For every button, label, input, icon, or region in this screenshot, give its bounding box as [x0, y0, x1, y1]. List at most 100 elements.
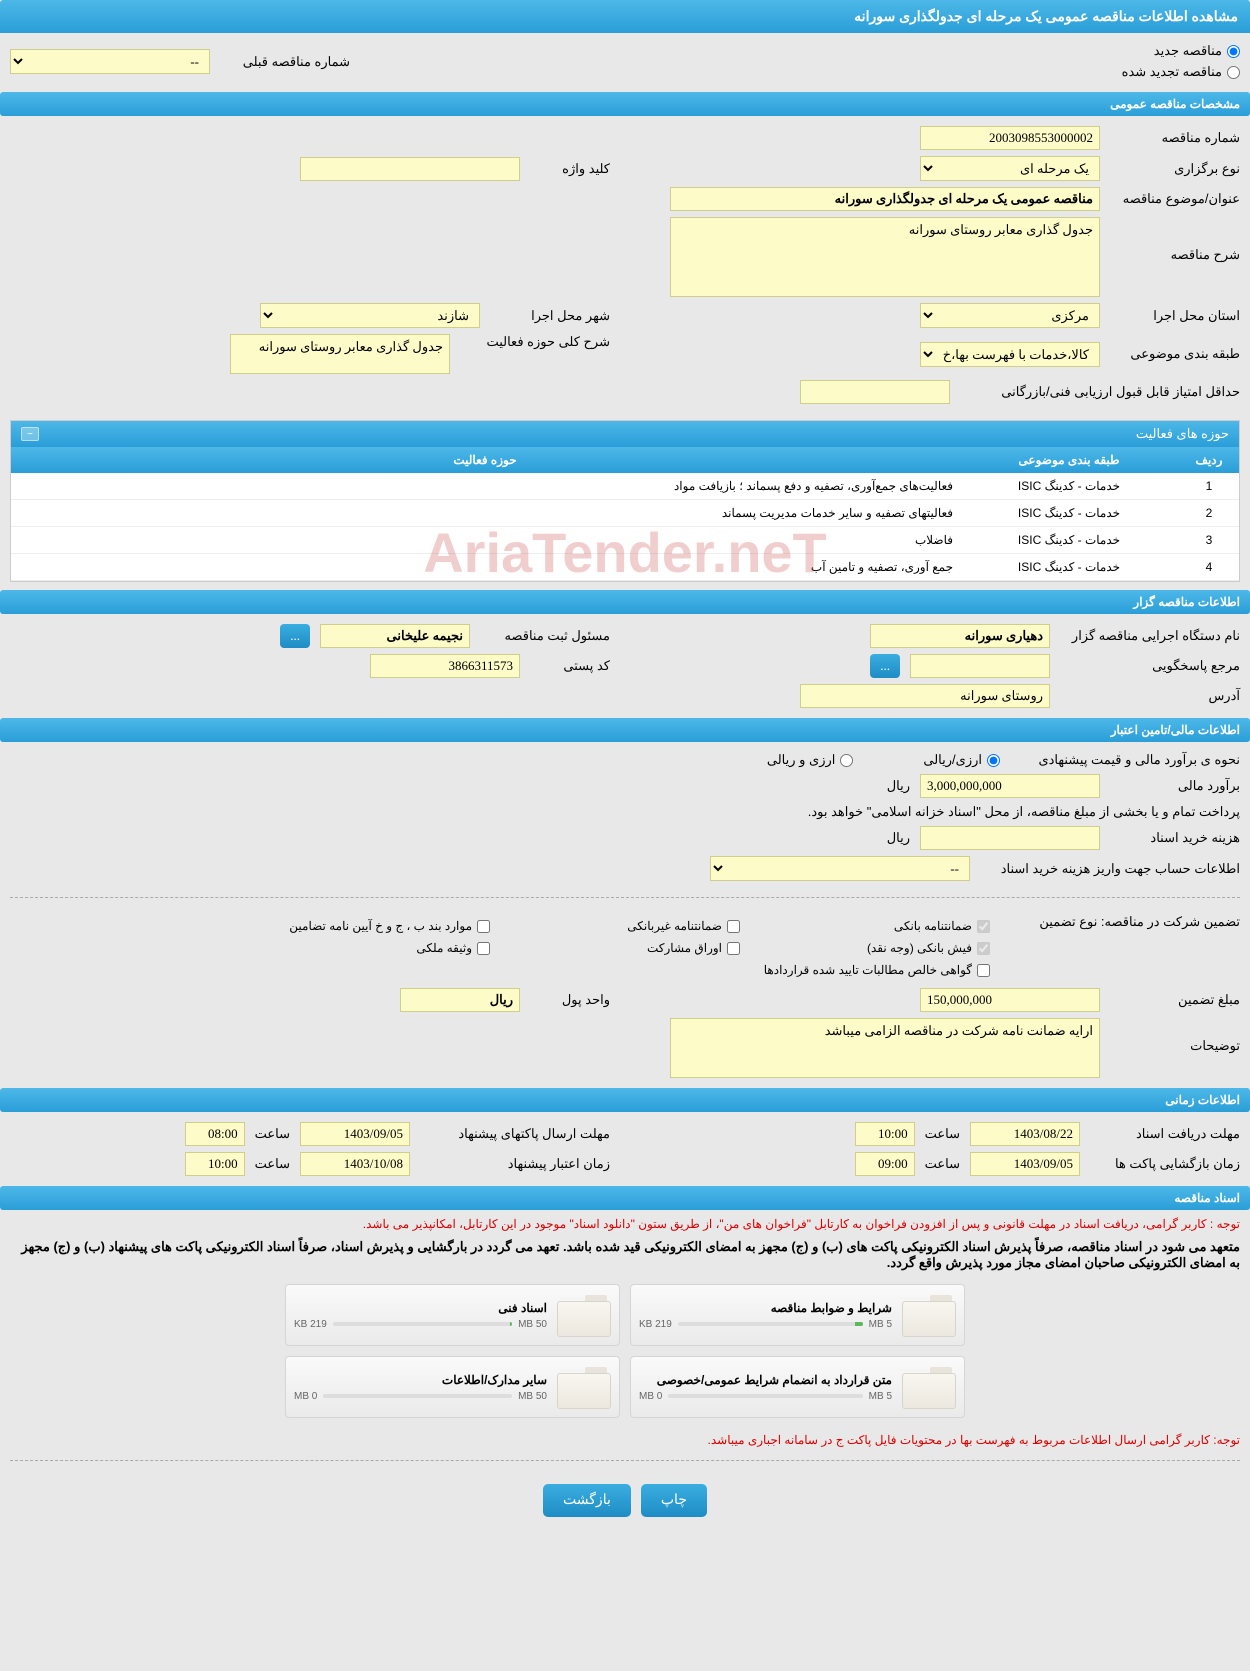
page-title-bar: مشاهده اطلاعات مناقصه عمومی یک مرحله ای …	[0, 0, 1250, 33]
scope-textarea[interactable]: جدول گذاری معابر روستای سورانه	[230, 334, 450, 374]
open-date[interactable]	[970, 1152, 1080, 1176]
activities-title: حوزه های فعالیت	[1136, 426, 1229, 442]
chk-cash[interactable]: فیش بانکی (وجه نقد)	[760, 941, 990, 955]
file-title: سایر مدارک/اطلاعات	[294, 1373, 547, 1387]
city-select[interactable]: شازند	[260, 303, 480, 328]
file-title: شرایط و ضوابط مناقصه	[639, 1301, 892, 1315]
title-input[interactable]	[670, 187, 1100, 211]
minscore-input[interactable]	[800, 380, 950, 404]
contact-input[interactable]	[910, 654, 1050, 678]
minimize-icon[interactable]: −	[21, 427, 39, 441]
file-max: 5 MB	[869, 1391, 892, 1402]
prev-tender-select[interactable]: --	[10, 49, 210, 74]
doc-fee-input[interactable]	[920, 826, 1100, 850]
chk-receivables[interactable]: گواهی خالص مطالبات تایید شده قراردادها	[510, 963, 990, 977]
city-label: شهر محل اجرا	[490, 308, 610, 324]
folder-icon	[557, 1365, 611, 1409]
chk-securities[interactable]: اوراق مشارکت	[510, 941, 740, 955]
folder-icon	[557, 1293, 611, 1337]
section-documents: اسناد مناقصه	[0, 1186, 1250, 1210]
file-title: متن قرارداد به انضمام شرایط عمومی/خصوصی	[639, 1373, 892, 1387]
responsible-more-button[interactable]: ...	[280, 624, 310, 648]
validity-time[interactable]	[185, 1152, 245, 1176]
validity-date[interactable]	[300, 1152, 410, 1176]
chk-bond[interactable]: موارد بند ب ، ج و خ آیین نامه تضامین	[260, 919, 490, 933]
radio-new-input[interactable]	[1227, 45, 1240, 58]
progress-bar	[668, 1394, 862, 1398]
open-time[interactable]	[855, 1152, 915, 1176]
account-select[interactable]: --	[710, 856, 970, 881]
file-card[interactable]: متن قرارداد به انضمام شرایط عمومی/خصوصی …	[630, 1356, 965, 1418]
col-row: ردیف	[1179, 447, 1239, 473]
desc-textarea[interactable]: جدول گذاری معابر روستای سورانه	[670, 217, 1100, 297]
file-used: 219 KB	[294, 1319, 327, 1330]
activities-table-container: حوزه های فعالیت − ردیف طبقه بندی موضوعی …	[10, 420, 1240, 582]
radio-new-tender[interactable]: مناقصه جدید	[1122, 43, 1240, 59]
progress-bar	[323, 1394, 512, 1398]
minscore-label: حداقل امتیاز قابل قبول ارزیابی فنی/بازرگ…	[960, 384, 1240, 400]
address-input[interactable]	[800, 684, 1050, 708]
contact-more-button[interactable]: ...	[870, 654, 900, 678]
org-label: نام دستگاه اجرایی مناقصه گزار	[1060, 628, 1240, 644]
address-label: آدرس	[1060, 688, 1240, 704]
notes-textarea[interactable]: ارایه ضمانت نامه شرکت در مناقصه الزامی م…	[670, 1018, 1100, 1078]
table-row: 3خدمات - کدینگ ISICفاضلاب	[11, 527, 1239, 554]
treasury-note: پرداخت تمام و یا بخشی از مبلغ مناقصه، از…	[10, 804, 1240, 820]
submit-label: مهلت ارسال پاکتهای پیشنهاد	[420, 1126, 610, 1142]
province-select[interactable]: مرکزی	[920, 303, 1100, 328]
guarantee-amount-input[interactable]	[920, 988, 1100, 1012]
receive-date[interactable]	[970, 1122, 1080, 1146]
validity-label: زمان اعتبار پیشنهاد	[420, 1156, 610, 1172]
file-card[interactable]: سایر مدارک/اطلاعات 50 MB 0 MB	[285, 1356, 620, 1418]
section-general: مشخصات مناقصه عمومی	[0, 92, 1250, 116]
prev-tender-label: شماره مناقصه قبلی	[220, 54, 350, 70]
title-label: عنوان/موضوع مناقصه	[1110, 191, 1240, 207]
file-max: 50 MB	[518, 1391, 547, 1402]
section-organizer: اطلاعات مناقصه گزار	[0, 590, 1250, 614]
submit-time[interactable]	[185, 1122, 245, 1146]
keyword-input[interactable]	[300, 157, 520, 181]
province-label: استان محل اجرا	[1110, 308, 1240, 324]
submit-time-label: ساعت	[255, 1126, 290, 1142]
desc-label: شرح مناقصه	[1110, 217, 1240, 263]
category-select[interactable]: کالا،خدمات با فهرست بها،خ	[920, 342, 1100, 367]
file-card[interactable]: اسناد فنی 50 MB 219 KB	[285, 1284, 620, 1346]
tender-no-input[interactable]	[920, 126, 1100, 150]
currency-label-2: ریال	[887, 830, 910, 846]
file-title: اسناد فنی	[294, 1301, 547, 1315]
folder-icon	[902, 1365, 956, 1409]
open-time-label: ساعت	[925, 1156, 960, 1172]
guarantee-amount-label: مبلغ تضمین	[1110, 992, 1240, 1008]
doc-fee-label: هزینه خرید اسناد	[1110, 830, 1240, 846]
postal-input[interactable]	[370, 654, 520, 678]
postal-label: کد پستی	[530, 658, 610, 674]
table-row: 2خدمات - کدینگ ISICفعالیتهای تصفیه و سای…	[11, 500, 1239, 527]
receive-time-label: ساعت	[925, 1126, 960, 1142]
radio-renewed-tender[interactable]: مناقصه تجدید شده	[1122, 64, 1240, 80]
radio-both[interactable]: ارزی و ریالی	[767, 752, 854, 768]
file-card[interactable]: شرایط و ضوابط مناقصه 5 MB 219 KB	[630, 1284, 965, 1346]
file-used: 219 KB	[639, 1319, 672, 1330]
receive-time[interactable]	[855, 1122, 915, 1146]
type-select[interactable]: یک مرحله ای	[920, 156, 1100, 181]
doc-note-3: توجه: کاربر گرامی ارسال اطلاعات مربوط به…	[0, 1428, 1250, 1452]
open-label: زمان بازگشایی پاکت ها	[1090, 1156, 1240, 1172]
file-used: 0 MB	[294, 1391, 317, 1402]
radio-rial[interactable]: ارزی/ریالی	[923, 752, 1000, 768]
print-button[interactable]: چاپ	[641, 1484, 707, 1517]
back-button[interactable]: بازگشت	[543, 1484, 631, 1517]
estimate-input[interactable]	[920, 774, 1100, 798]
progress-bar	[333, 1322, 512, 1326]
chk-bank[interactable]: ضمانتنامه بانکی	[760, 919, 990, 933]
org-input[interactable]	[870, 624, 1050, 648]
responsible-input[interactable]	[320, 624, 470, 648]
radio-renewed-input[interactable]	[1227, 66, 1240, 79]
activities-table: ردیف طبقه بندی موضوعی حوزه فعالیت 1خدمات…	[11, 447, 1239, 581]
section-timing: اطلاعات زمانی	[0, 1088, 1250, 1112]
notes-label: توضیحات	[1110, 1018, 1240, 1054]
type-label: نوع برگزاری	[1110, 161, 1240, 177]
chk-nonbank[interactable]: ضمانتنامه غیربانکی	[510, 919, 740, 933]
submit-date[interactable]	[300, 1122, 410, 1146]
chk-property[interactable]: وثیقه ملکی	[260, 941, 490, 955]
unit-input[interactable]	[400, 988, 520, 1012]
